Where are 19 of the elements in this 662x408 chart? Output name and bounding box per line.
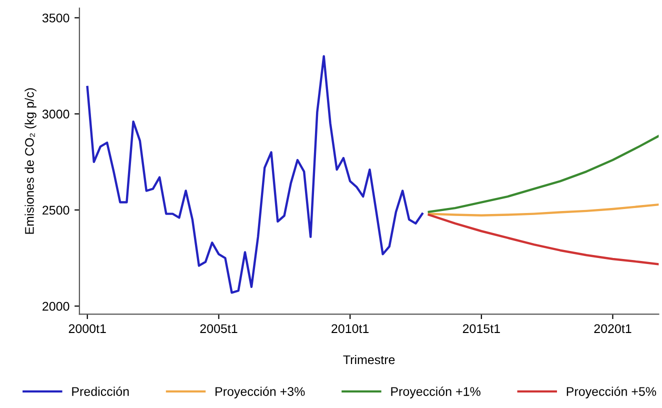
x-tick-label: 2005t1 bbox=[200, 324, 238, 334]
y-tick-label: 3000 bbox=[42, 110, 70, 119]
line-series bbox=[428, 134, 659, 214]
x-tick-label: 2020t1 bbox=[594, 324, 632, 334]
y-tick-label: 2500 bbox=[42, 206, 70, 215]
y-tick-label: 2000 bbox=[42, 302, 70, 311]
x-tick-label: 2000t1 bbox=[68, 324, 106, 334]
legend-label: Proyección +5% bbox=[566, 386, 656, 398]
y-axis-title: Emisiones de CO₂ (kg p/c) bbox=[24, 88, 36, 234]
legend-label: Proyección +1% bbox=[391, 386, 480, 398]
line-series bbox=[86, 55, 424, 294]
x-tick-label: 2010t1 bbox=[332, 324, 369, 334]
legend-label: Proyección +3% bbox=[216, 386, 305, 398]
legend-label: Predicción bbox=[72, 386, 129, 396]
x-axis-title: Trimestre bbox=[343, 354, 395, 364]
y-tick-label: 3500 bbox=[42, 14, 70, 22]
line-series bbox=[428, 203, 659, 216]
line-series bbox=[428, 214, 659, 266]
x-tick-label: 2015t1 bbox=[462, 324, 500, 334]
